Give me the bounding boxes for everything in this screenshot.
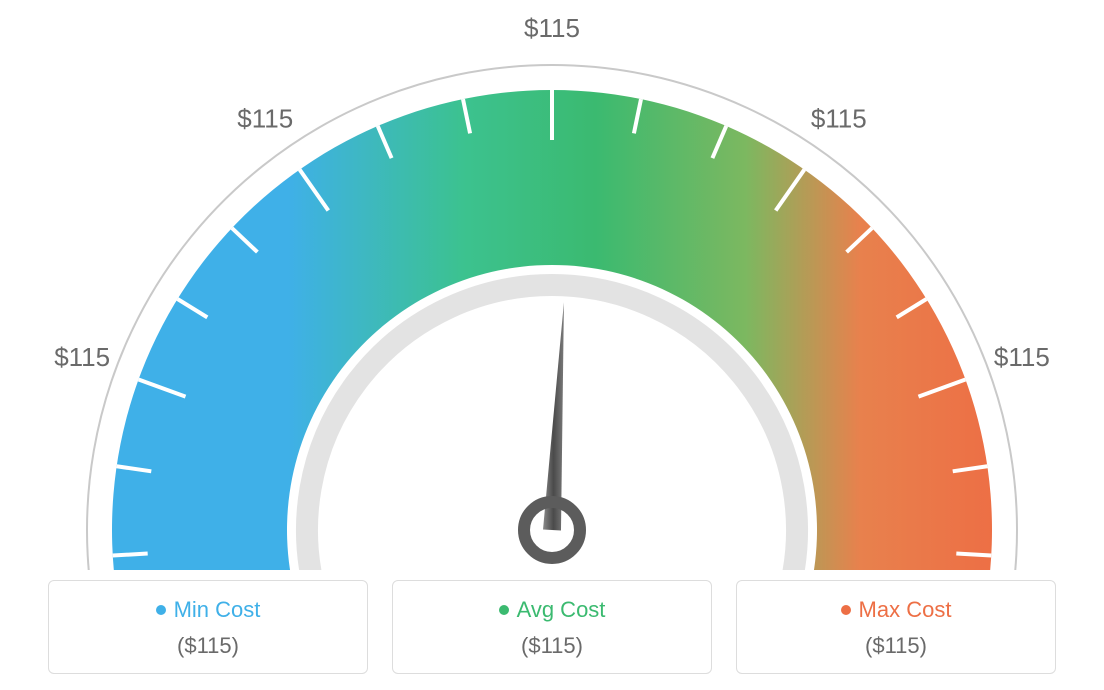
legend-dot-max [841,605,851,615]
svg-text:$115: $115 [524,13,580,43]
legend-value-max: ($115) [747,633,1045,659]
svg-text:$115: $115 [811,103,867,133]
legend-card-avg: Avg Cost ($115) [392,580,712,674]
gauge-chart: $115$115$115$115$115$115$115 [0,0,1104,570]
svg-text:$115: $115 [237,103,293,133]
legend-title-avg: Avg Cost [517,597,606,623]
legend-value-avg: ($115) [403,633,701,659]
legend-row: Min Cost ($115) Avg Cost ($115) Max Cost… [0,580,1104,674]
svg-text:$115: $115 [54,342,110,372]
legend-card-max: Max Cost ($115) [736,580,1056,674]
gauge-svg: $115$115$115$115$115$115$115 [0,0,1104,570]
legend-title-max: Max Cost [859,597,952,623]
legend-value-min: ($115) [59,633,357,659]
legend-dot-avg [499,605,509,615]
svg-text:$115: $115 [994,342,1050,372]
legend-title-min: Min Cost [174,597,261,623]
legend-dot-min [156,605,166,615]
legend-card-min: Min Cost ($115) [48,580,368,674]
